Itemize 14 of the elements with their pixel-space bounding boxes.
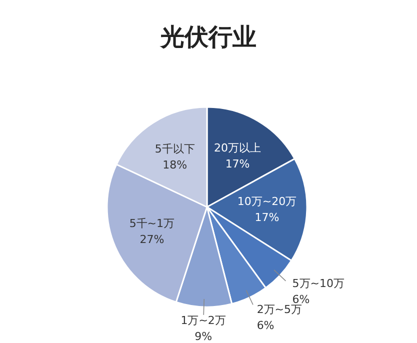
slice-label: 10万~20万 <box>237 194 297 208</box>
slice-label: 2万~5万 <box>256 302 302 316</box>
slice-label: 5千以下 <box>154 142 195 156</box>
slice-label: 5千~1万 <box>129 216 175 230</box>
data-label: 17% <box>225 157 250 170</box>
data-label: 18% <box>162 158 188 172</box>
slice-label: 5万~10万 <box>292 277 345 290</box>
data-label: 9% <box>194 330 212 343</box>
data-label: 27% <box>140 232 164 246</box>
data-label: 17% <box>254 210 280 224</box>
chart-title: 光伏行业 <box>160 23 256 51</box>
data-label: 6% <box>256 318 274 332</box>
slice-label: 20万以上 <box>214 141 262 154</box>
slice-label: 1万~2万 <box>180 314 226 327</box>
